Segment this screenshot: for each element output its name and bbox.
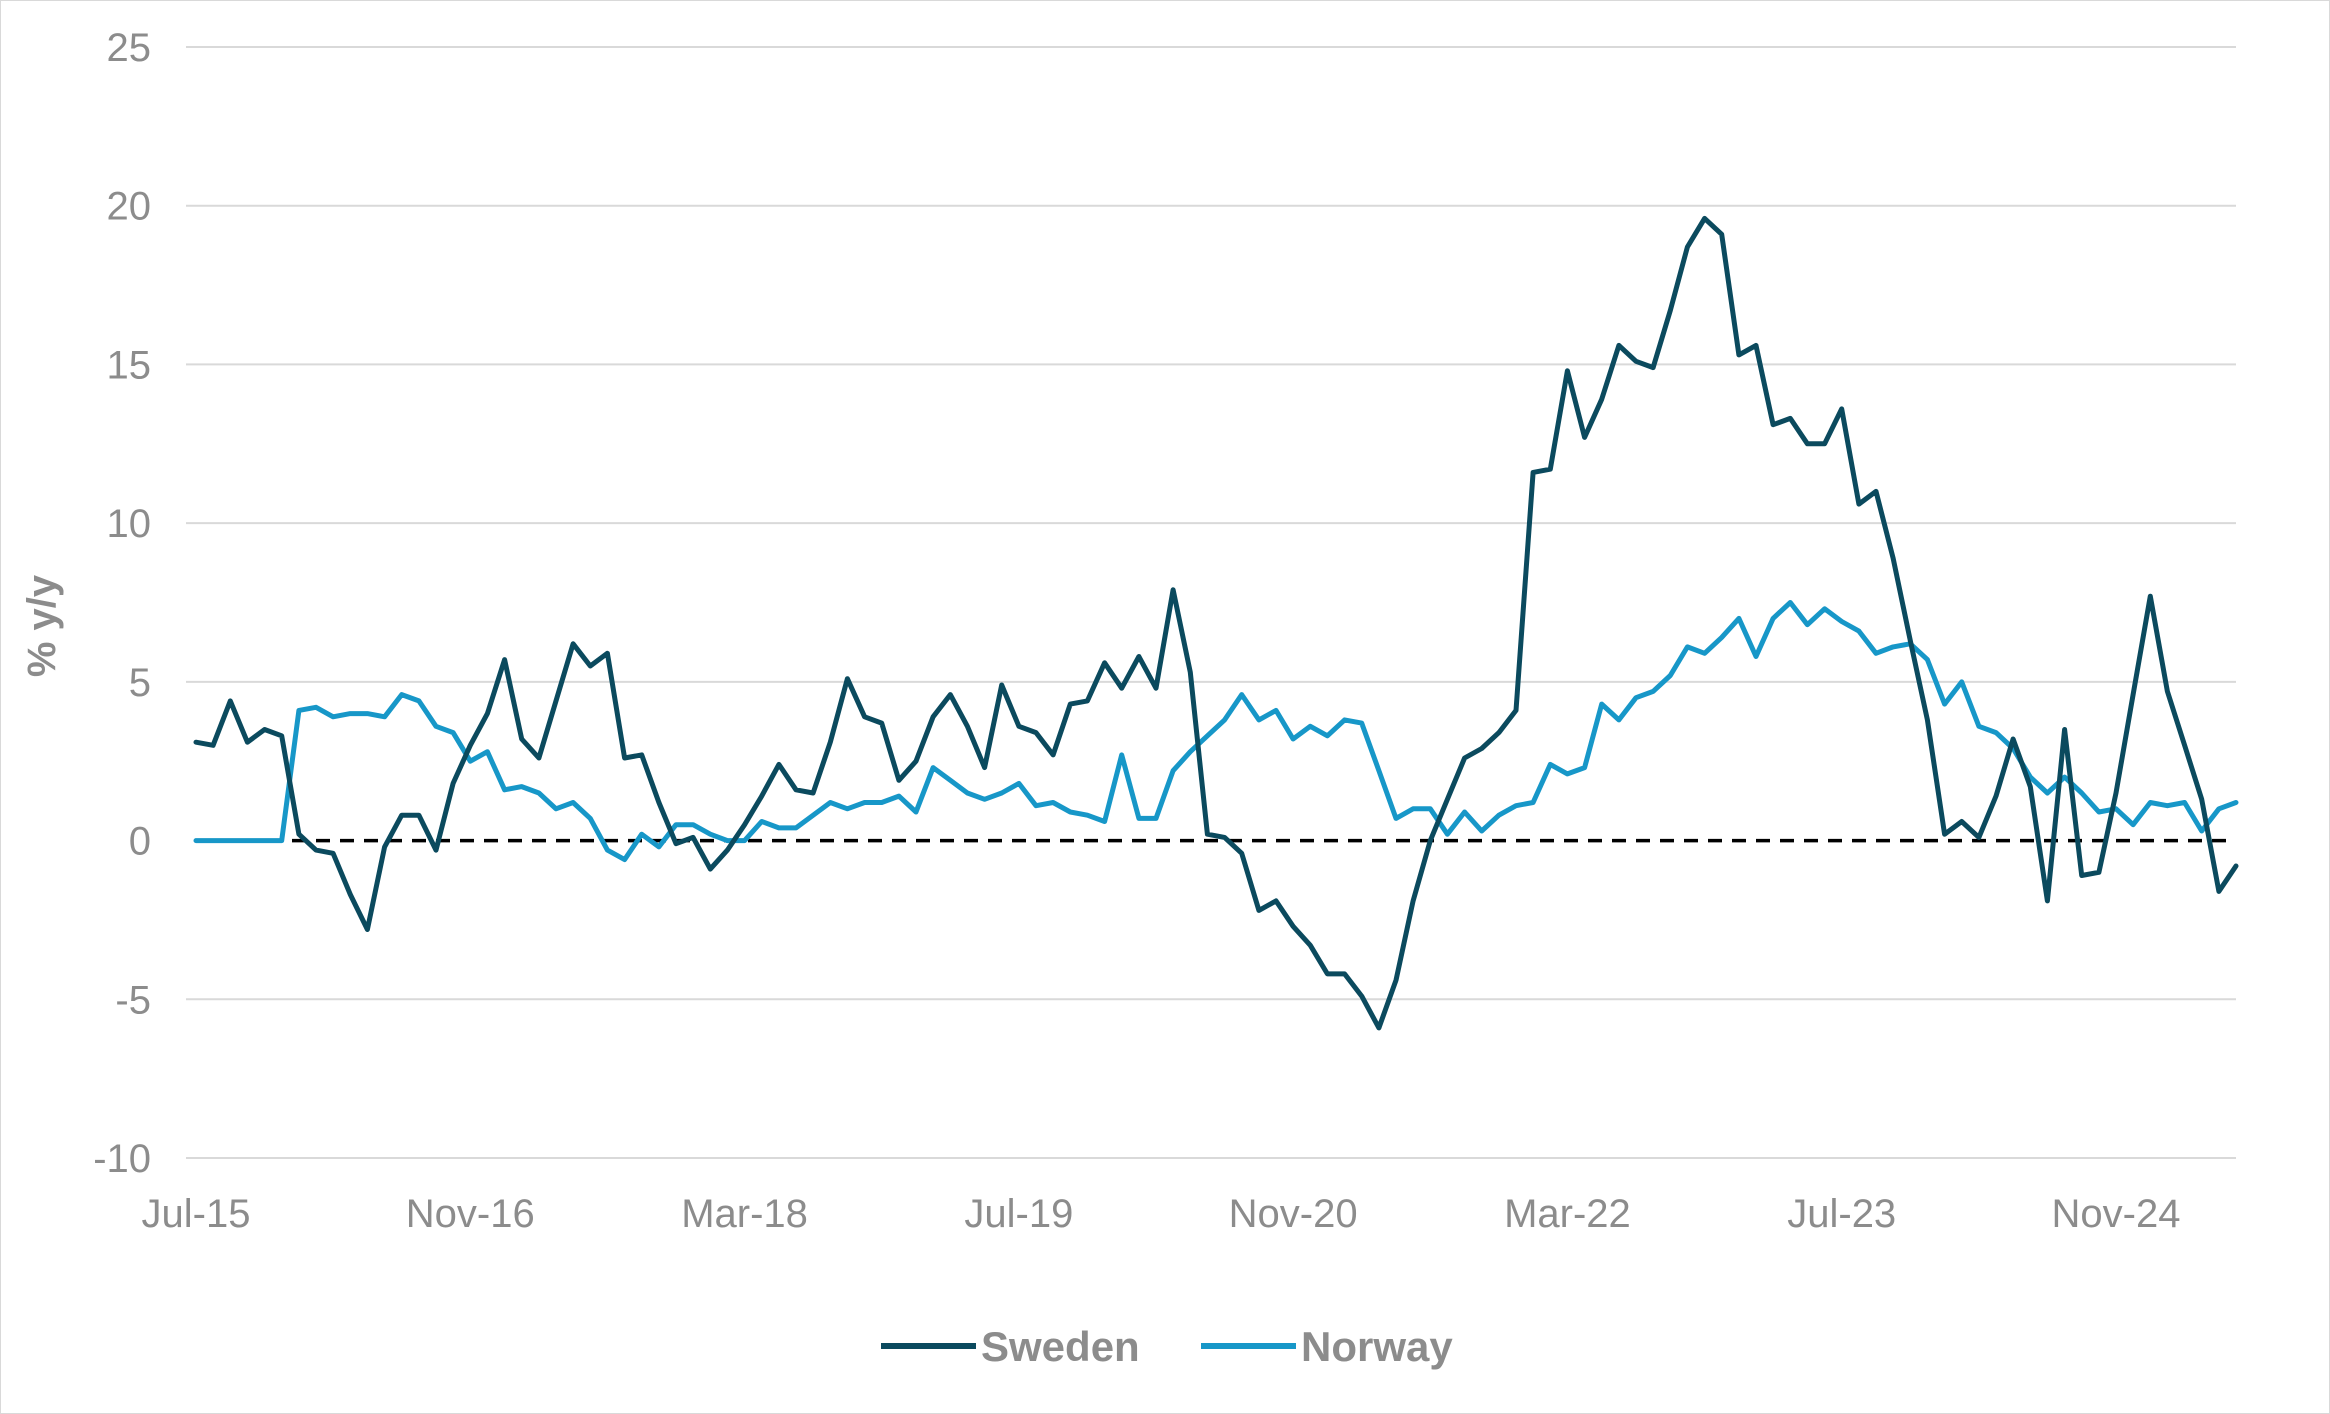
x-tick-label: Mar-18	[681, 1192, 808, 1236]
series-lines	[193, 215, 2239, 1031]
y-tick-label: -10	[93, 1137, 151, 1181]
y-tick-label: 15	[107, 343, 152, 387]
y-axis-title: % y/y	[20, 574, 64, 677]
x-tick-label: Mar-22	[1504, 1192, 1631, 1236]
legend-label-norway: Norway	[1301, 1323, 1453, 1370]
y-tick-label: -5	[115, 978, 151, 1022]
y-tick-label: 20	[107, 185, 152, 229]
x-axis-ticks: Jul-15 Nov-16 Mar-18 Jul-19 Nov-20 Mar-22 Jul-…	[142, 1192, 2181, 1236]
y-tick-label: 0	[129, 820, 151, 864]
x-tick-label: Jul-19	[964, 1192, 1073, 1236]
y-tick-label: 5	[129, 661, 151, 705]
y-tick-label: 25	[107, 26, 152, 70]
gridlines	[186, 46, 2236, 1159]
x-tick-label: Nov-20	[1229, 1192, 1358, 1236]
y-axis-ticks: -10 -5 0 5 10 15 20 25	[93, 26, 151, 1181]
x-tick-label: Nov-16	[406, 1192, 535, 1236]
x-tick-label: Jul-15	[142, 1192, 251, 1236]
x-tick-label: Nov-24	[2052, 1192, 2181, 1236]
legend-label-sweden: Sweden	[981, 1323, 1140, 1370]
y-tick-label: 10	[107, 502, 152, 546]
legend: Sweden Norway	[881, 1323, 1453, 1370]
series-line-sweden	[193, 215, 2239, 1031]
series-line-norway	[193, 600, 2239, 863]
x-tick-label: Jul-23	[1787, 1192, 1896, 1236]
